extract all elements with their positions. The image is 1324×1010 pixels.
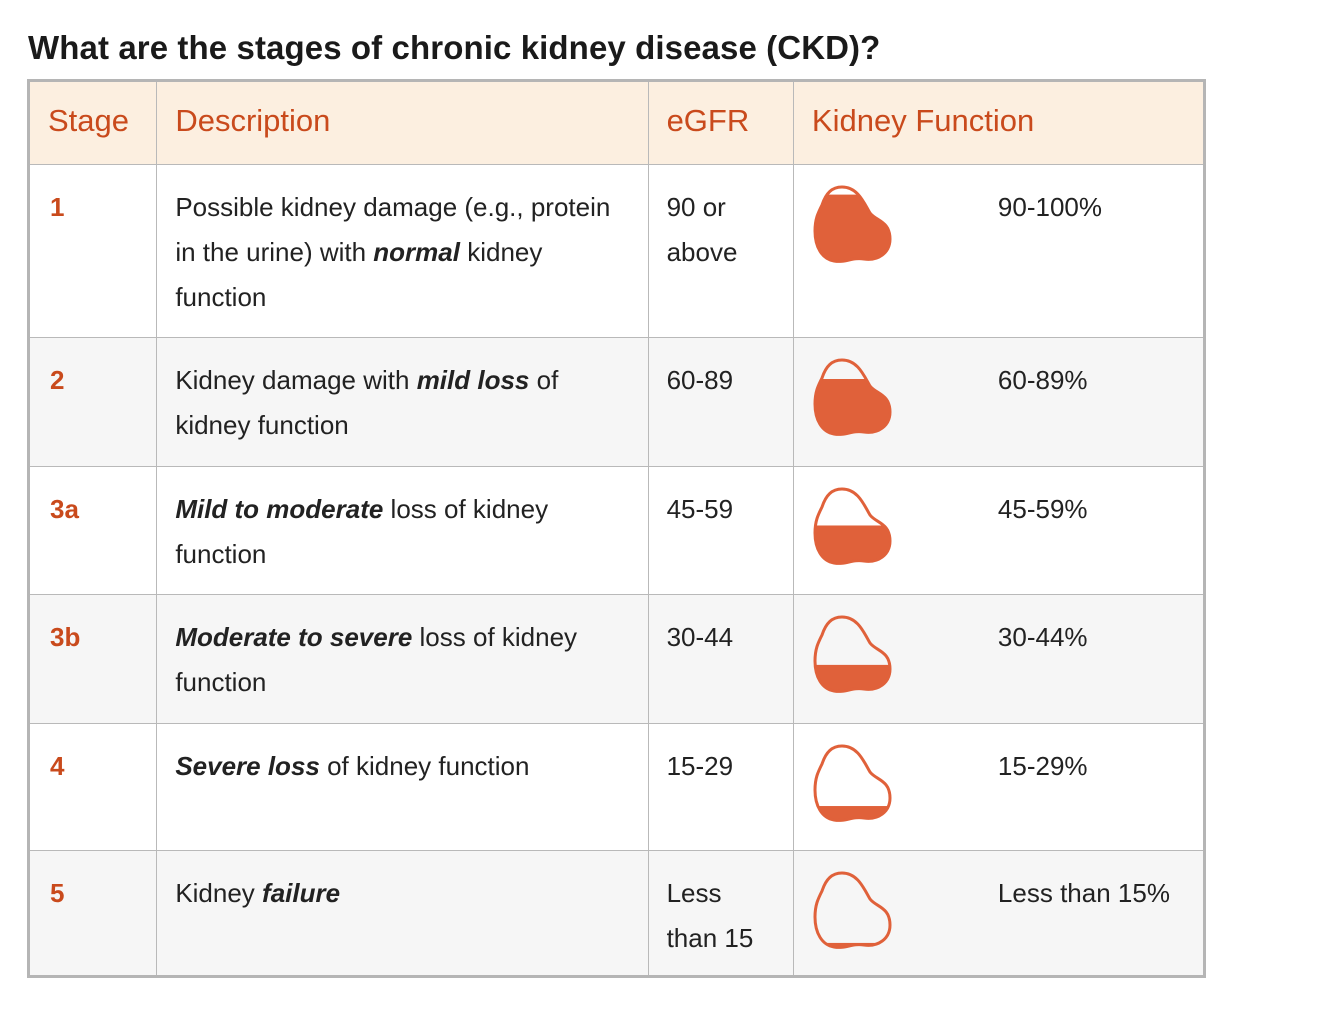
description-emphasis: Moderate to severe xyxy=(175,622,413,652)
description-text: Kidney damage with xyxy=(175,365,417,395)
kidney-fill-level xyxy=(814,525,890,564)
stage-label: 2 xyxy=(27,337,158,467)
kidney-outline xyxy=(813,744,892,822)
page-title: What are the stages of chronic kidney di… xyxy=(28,29,881,66)
kidney-fill-icon xyxy=(813,871,892,949)
stage-label: 1 xyxy=(27,164,158,338)
stage-label: 3a xyxy=(27,466,158,595)
stage-description: Severe loss of kidney function xyxy=(156,723,649,851)
description-emphasis: failure xyxy=(262,878,341,908)
kidney-function-value: 45-59% xyxy=(997,494,1088,524)
kidney-function-cell: Less than 15% xyxy=(792,850,1206,977)
description-text: Kidney xyxy=(175,878,263,908)
kidney-outline xyxy=(813,487,892,565)
stage-description: Possible kidney damage (e.g., protein in… xyxy=(156,164,649,338)
kidney-function-value: 30-44% xyxy=(997,622,1088,652)
kidney-outline xyxy=(813,358,892,436)
stage-label: 5 xyxy=(27,850,158,977)
stage-label: 3b xyxy=(27,594,158,724)
egfr-value: 15-29 xyxy=(647,723,794,851)
description-emphasis: Severe loss xyxy=(175,751,320,781)
header-kidney-function: Kidney Function xyxy=(792,80,1206,165)
kidney-function-cell: 15-29% xyxy=(792,723,1206,851)
stage-label: 4 xyxy=(27,723,158,851)
table-row: 5 Kidney failure Less than 15 Less than … xyxy=(27,850,1206,977)
stage-description: Mild to moderate loss of kidney function xyxy=(156,466,649,595)
egfr-value: 45-59 xyxy=(647,466,794,595)
table-row: 3a Mild to moderate loss of kidney funct… xyxy=(27,466,1206,595)
header-egfr: eGFR xyxy=(647,80,794,165)
stage-description: Kidney failure xyxy=(156,850,649,977)
ckd-stages-table: Stage Description eGFR Kidney Function 1… xyxy=(27,79,1206,978)
kidney-function-cell: 90-100% xyxy=(792,164,1206,338)
kidney-function-cell: 30-44% xyxy=(792,594,1206,724)
kidney-function-cell: 45-59% xyxy=(792,466,1206,595)
table-row: 4 Severe loss of kidney function 15-29 1… xyxy=(27,723,1206,851)
description-text: of kidney function xyxy=(175,365,559,440)
kidney-function-value: 90-100% xyxy=(997,192,1102,222)
table-row: 1 Possible kidney damage (e.g., protein … xyxy=(27,164,1206,338)
egfr-value: 60-89 xyxy=(647,337,794,467)
header-description: Description xyxy=(156,80,649,165)
stage-description: Moderate to severe loss of kidney functi… xyxy=(156,594,649,724)
table-row: 3b Moderate to severe loss of kidney fun… xyxy=(27,594,1206,724)
description-text: loss of kidney function xyxy=(175,622,578,697)
kidney-fill-icon xyxy=(813,358,892,436)
egfr-value: 30-44 xyxy=(647,594,794,724)
kidney-outline xyxy=(813,185,892,263)
description-emphasis: normal xyxy=(373,237,460,267)
kidney-function-value: 15-29% xyxy=(997,751,1088,781)
egfr-value: Less than 15 xyxy=(647,850,794,977)
kidney-function-cell: 60-89% xyxy=(792,337,1206,467)
description-emphasis: Mild to moderate xyxy=(175,494,384,524)
header-stage: Stage xyxy=(27,80,158,165)
kidney-outline xyxy=(813,615,892,693)
kidney-fill-icon xyxy=(813,744,892,822)
kidney-function-value: 60-89% xyxy=(997,365,1088,395)
kidney-outline xyxy=(813,871,892,949)
description-text: kidney function xyxy=(175,237,543,312)
table-header-row: Stage Description eGFR Kidney Function xyxy=(27,80,1206,165)
kidney-function-value: Less than 15% xyxy=(997,878,1170,908)
egfr-value: 90 or above xyxy=(647,164,794,338)
description-text: loss of kidney function xyxy=(175,494,549,569)
kidney-fill-icon xyxy=(813,615,892,693)
description-emphasis: mild loss xyxy=(416,365,530,395)
description-text: Possible kidney damage (e.g., protein in… xyxy=(175,192,611,267)
stage-description: Kidney damage with mild loss of kidney f… xyxy=(156,337,649,467)
description-text: of kidney function xyxy=(319,751,530,781)
kidney-fill-icon xyxy=(813,185,892,263)
kidney-fill-icon xyxy=(813,487,892,565)
table-row: 2 Kidney damage with mild loss of kidney… xyxy=(27,337,1206,467)
